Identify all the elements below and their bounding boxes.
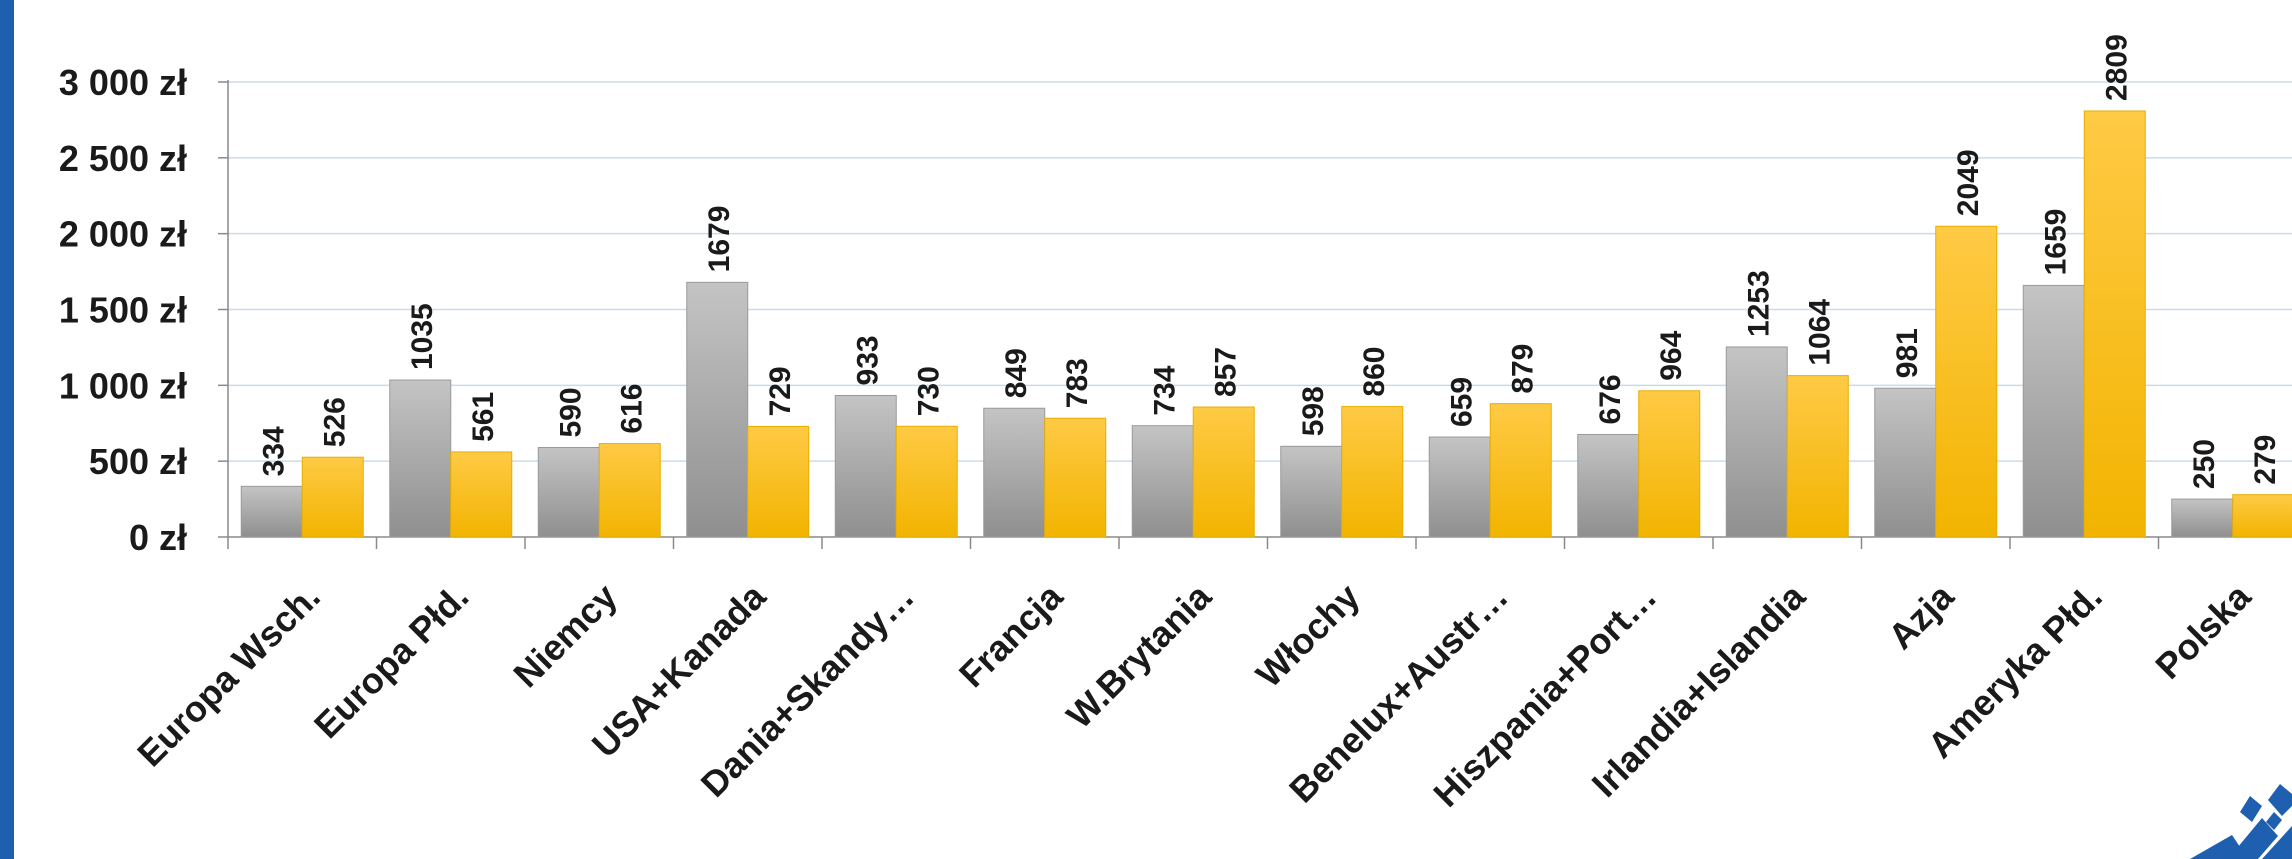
left-accent-bar xyxy=(0,0,14,859)
data-label: 590 xyxy=(555,387,588,437)
data-label: 1035 xyxy=(406,303,439,370)
y-tick-label: 1 500 zł xyxy=(59,290,187,331)
bar-gray xyxy=(1131,425,1194,538)
data-label: 849 xyxy=(1000,348,1033,398)
bar-gold xyxy=(1935,225,1998,538)
x-tick-label: Azja xyxy=(1880,575,1962,657)
data-label: 734 xyxy=(1149,365,1182,415)
bar-gray xyxy=(240,485,303,538)
y-tick-label: 1 000 zł xyxy=(59,365,187,406)
data-label: 2809 xyxy=(2101,34,2134,101)
data-label: 334 xyxy=(258,426,291,476)
bar-gray xyxy=(2171,498,2234,538)
data-label: 1064 xyxy=(1804,299,1837,366)
data-label: 676 xyxy=(1594,374,1627,424)
data-label: 860 xyxy=(1358,347,1391,397)
data-label: 1679 xyxy=(703,206,736,273)
data-label: 561 xyxy=(467,392,500,442)
data-label: 783 xyxy=(1061,358,1094,408)
x-tick-label: Europa Płd. xyxy=(306,576,476,746)
bar-gray xyxy=(1280,445,1343,538)
data-label: 1659 xyxy=(2040,209,2073,276)
data-label: 964 xyxy=(1655,330,1688,380)
y-tick-label: 0 zł xyxy=(129,517,187,558)
bar-gold xyxy=(2083,110,2146,538)
data-label: 250 xyxy=(2188,439,2221,489)
bar-gold xyxy=(598,443,661,538)
bar-gray xyxy=(1874,387,1937,538)
x-tick-label: Niemcy xyxy=(505,576,625,696)
y-tick-label: 3 000 zł xyxy=(59,62,187,103)
data-label: 857 xyxy=(1210,347,1243,397)
bar-gold xyxy=(1489,403,1552,538)
bar-gold xyxy=(1192,406,1255,538)
y-tick-label: 500 zł xyxy=(89,441,187,482)
x-tick-label: Włochy xyxy=(1248,576,1368,696)
bar-gray xyxy=(1725,346,1788,538)
bar-gray xyxy=(1577,433,1640,538)
bar-gray xyxy=(834,394,897,538)
x-tick-label: W.Brytania xyxy=(1058,575,1219,736)
bar-gray xyxy=(2022,284,2085,538)
bar-gold xyxy=(1638,390,1701,538)
bar-gold xyxy=(301,456,364,538)
data-label: 1253 xyxy=(1743,270,1776,337)
data-label: 279 xyxy=(2249,435,2282,485)
data-label: 933 xyxy=(852,335,885,385)
data-label: 659 xyxy=(1446,377,1479,427)
bar-gold xyxy=(1786,375,1849,538)
bar-gold xyxy=(1044,417,1107,538)
data-label: 730 xyxy=(913,366,946,416)
bar-gray xyxy=(686,281,749,538)
logo-corner xyxy=(2190,784,2292,859)
data-label: 879 xyxy=(1507,344,1540,394)
x-tick-label: Europa Wsch. xyxy=(129,576,328,775)
bar-gold xyxy=(895,425,958,538)
data-label: 729 xyxy=(764,366,797,416)
bar-gold xyxy=(450,451,513,538)
data-label: 981 xyxy=(1891,328,1924,378)
data-label: 616 xyxy=(616,384,649,434)
bar-gray xyxy=(983,407,1046,538)
bar-gold xyxy=(2232,494,2292,538)
bar-gold xyxy=(1341,406,1404,538)
bar-gray xyxy=(1428,436,1491,538)
bar-gray xyxy=(537,447,600,538)
bar-gray xyxy=(389,379,452,538)
y-tick-label: 2 500 zł xyxy=(59,138,187,179)
bar-gold xyxy=(747,425,810,538)
y-tick-label: 2 000 zł xyxy=(59,214,187,255)
data-label: 598 xyxy=(1297,386,1330,436)
x-tick-label: Francja xyxy=(951,575,1071,695)
data-label: 526 xyxy=(319,397,352,447)
x-tick-label: Polska xyxy=(2147,575,2259,687)
data-label: 2049 xyxy=(1952,149,1985,216)
